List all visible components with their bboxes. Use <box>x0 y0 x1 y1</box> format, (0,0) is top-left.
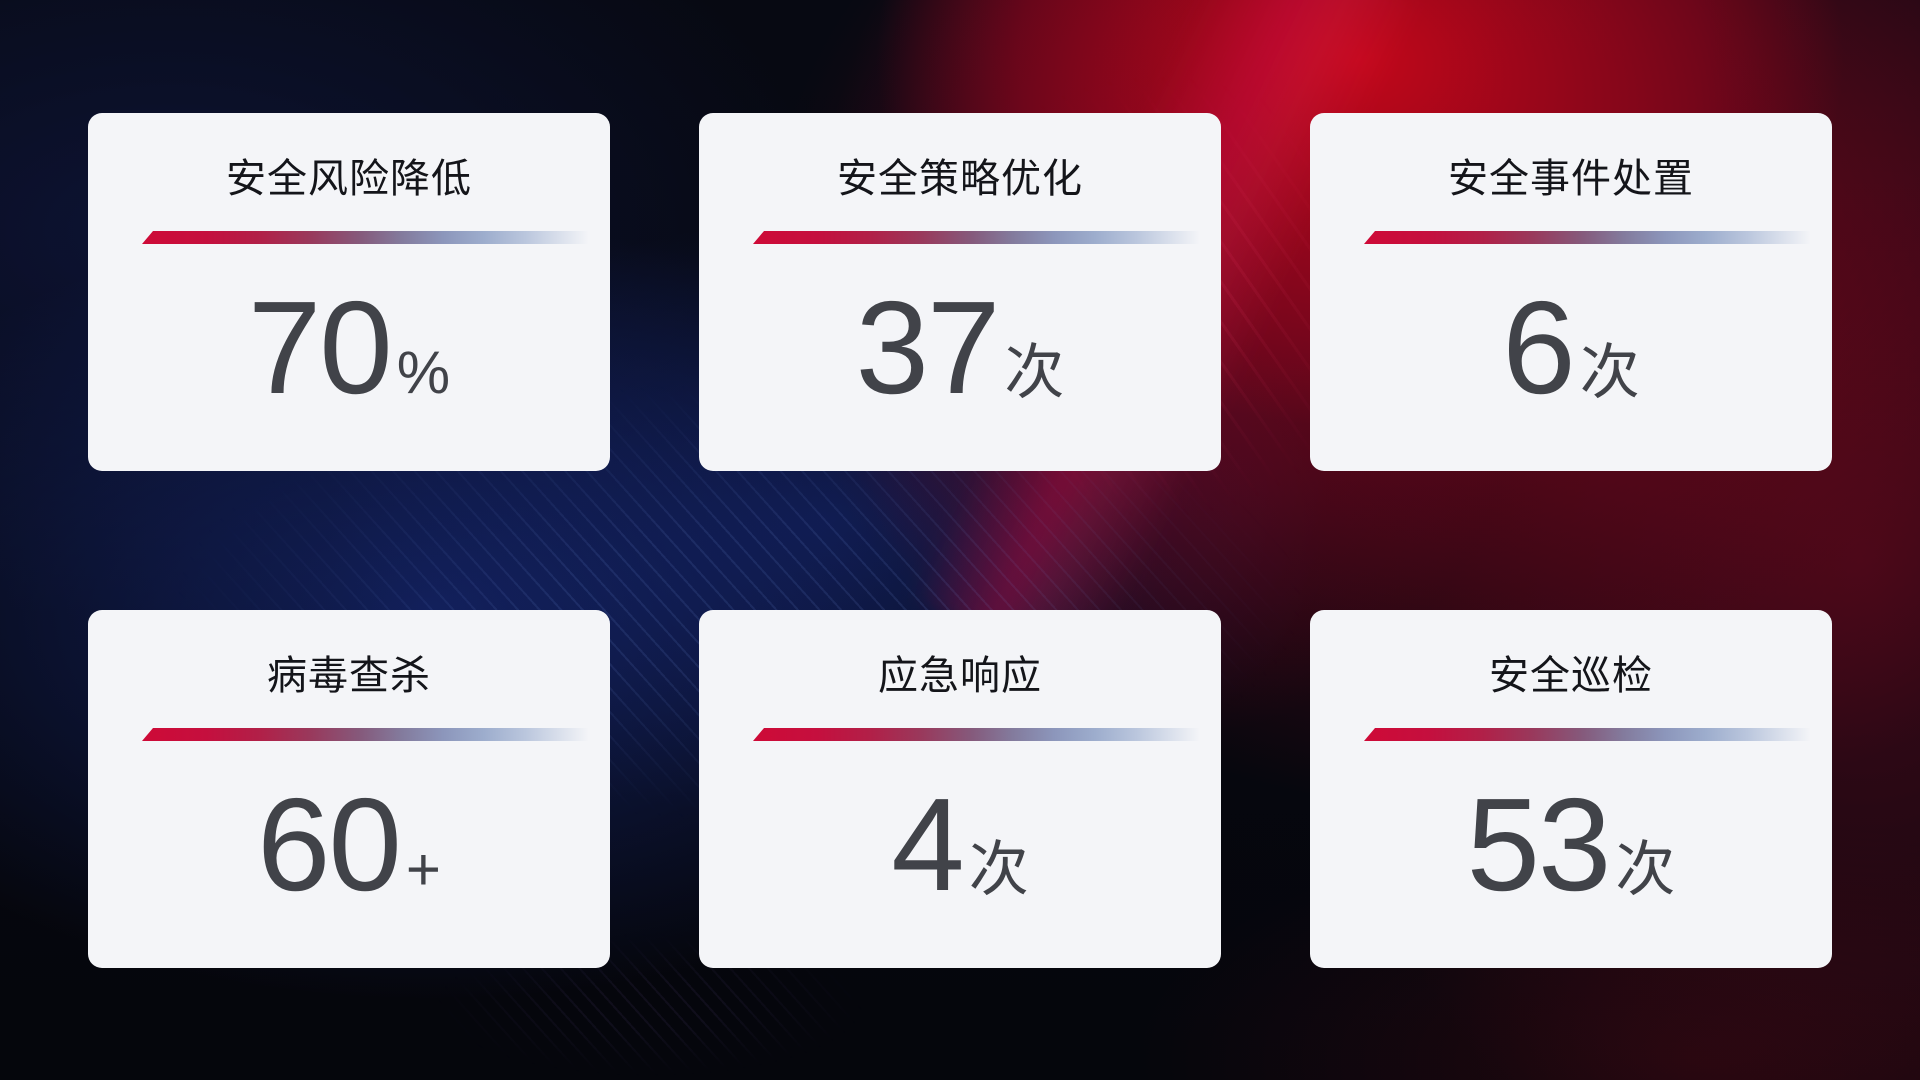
security-stats-dashboard: 安全风险降低 70 % 安全策略优化 37 次 安全事件处置 6 次 病毒查杀 … <box>88 113 1832 968</box>
card-title: 安全风险降低 <box>226 157 472 201</box>
card-value: 60 + <box>88 779 610 911</box>
card-value: 53 次 <box>1310 779 1832 911</box>
stat-unit: 次 <box>968 836 1029 903</box>
card-accent-divider <box>1364 728 1820 741</box>
stat-number: 37 <box>855 274 1001 421</box>
stat-unit: 次 <box>1004 339 1065 406</box>
stat-number: 60 <box>257 771 402 918</box>
stat-card-security-inspection: 安全巡检 53 次 <box>1310 610 1832 968</box>
card-title: 应急响应 <box>878 654 1042 698</box>
stat-unit: 次 <box>1615 836 1676 903</box>
card-accent-divider <box>142 728 598 741</box>
card-title: 安全事件处置 <box>1448 157 1694 201</box>
stat-card-risk-reduction: 安全风险降低 70 % <box>88 113 610 471</box>
stat-number: 53 <box>1466 771 1612 918</box>
stat-card-emergency-response: 应急响应 4 次 <box>699 610 1221 968</box>
stat-card-incident-handling: 安全事件处置 6 次 <box>1310 113 1832 471</box>
stat-number: 70 <box>247 274 393 421</box>
stat-unit: 次 <box>1579 339 1640 406</box>
stat-unit: + <box>405 836 441 903</box>
stat-number: 4 <box>891 771 964 918</box>
card-accent-divider <box>142 231 598 244</box>
stat-number: 6 <box>1502 274 1575 421</box>
card-value: 70 % <box>88 282 610 414</box>
stat-unit: % <box>396 339 451 406</box>
card-value: 6 次 <box>1310 282 1832 414</box>
card-accent-divider <box>1364 231 1820 244</box>
stat-card-virus-scan: 病毒查杀 60 + <box>88 610 610 968</box>
card-accent-divider <box>753 231 1209 244</box>
card-accent-divider <box>753 728 1209 741</box>
card-value: 37 次 <box>699 282 1221 414</box>
card-value: 4 次 <box>699 779 1221 911</box>
stat-card-policy-optimization: 安全策略优化 37 次 <box>699 113 1221 471</box>
card-title: 安全策略优化 <box>837 157 1083 201</box>
card-title: 安全巡检 <box>1489 654 1653 698</box>
card-title: 病毒查杀 <box>267 654 431 698</box>
